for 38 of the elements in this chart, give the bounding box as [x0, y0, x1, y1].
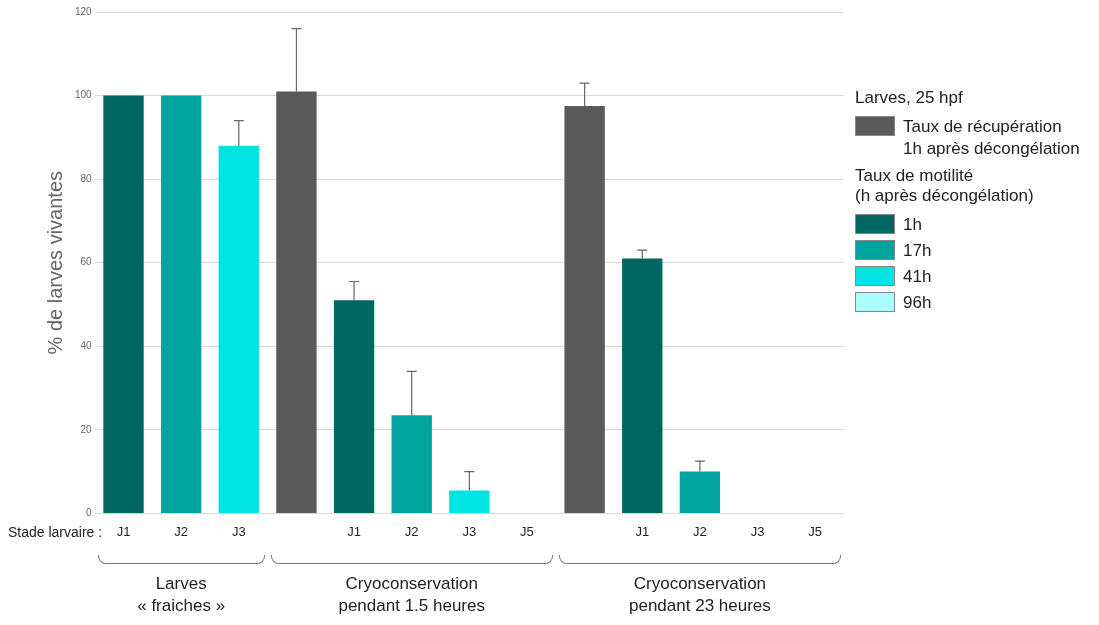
- bar: [333, 300, 375, 513]
- legend-label: 1h: [903, 214, 922, 236]
- x-tick-label: J5: [520, 523, 534, 539]
- text: Taux de motilité (h après décongélation): [855, 166, 1035, 206]
- legend-label: 41h: [903, 266, 932, 288]
- y-tick-label: 0: [86, 507, 93, 519]
- y-tick-label: 100: [75, 89, 93, 101]
- x-tick-label: J1: [116, 523, 131, 539]
- y-tick-label: 80: [80, 172, 93, 184]
- bar: [622, 258, 663, 513]
- y-tick-label: 20: [80, 423, 93, 435]
- x-tick-label: J1: [347, 523, 361, 539]
- x-tick-label: J2: [693, 523, 707, 539]
- legend-label: 96h: [903, 292, 932, 314]
- y-tick-label: 40: [80, 340, 93, 352]
- text: Larves « fraiches »: [137, 573, 226, 615]
- bar: [218, 145, 259, 513]
- bar: [391, 415, 432, 513]
- bar: [103, 95, 144, 513]
- text: Cryoconservation pendant 23 heures: [629, 573, 771, 615]
- x-tick-label: J3: [462, 523, 477, 539]
- bar: [449, 490, 490, 513]
- y-tick-label: 60: [80, 256, 93, 268]
- x-tick-label: J2: [404, 523, 419, 539]
- text: Stade larvaire :: [8, 524, 103, 541]
- x-tick-label: J1: [635, 523, 650, 539]
- x-tick-label: J3: [231, 523, 246, 539]
- x-tick-label: J5: [808, 523, 823, 539]
- text: Cryoconservation pendant 1.5 heures: [338, 573, 485, 615]
- legend-title: Larves, 25 hpf: [855, 88, 964, 108]
- x-tick-label: J3: [750, 523, 765, 539]
- y-tick-label: 120: [75, 5, 93, 17]
- bar: [679, 471, 721, 513]
- legend-label: 17h: [903, 240, 932, 262]
- legend-label: Taux de récupération 1h après décongélation: [903, 116, 1080, 160]
- y-axis-title: % de larves vivantes: [43, 170, 66, 355]
- bar: [160, 95, 202, 513]
- x-tick-label: J2: [174, 523, 189, 539]
